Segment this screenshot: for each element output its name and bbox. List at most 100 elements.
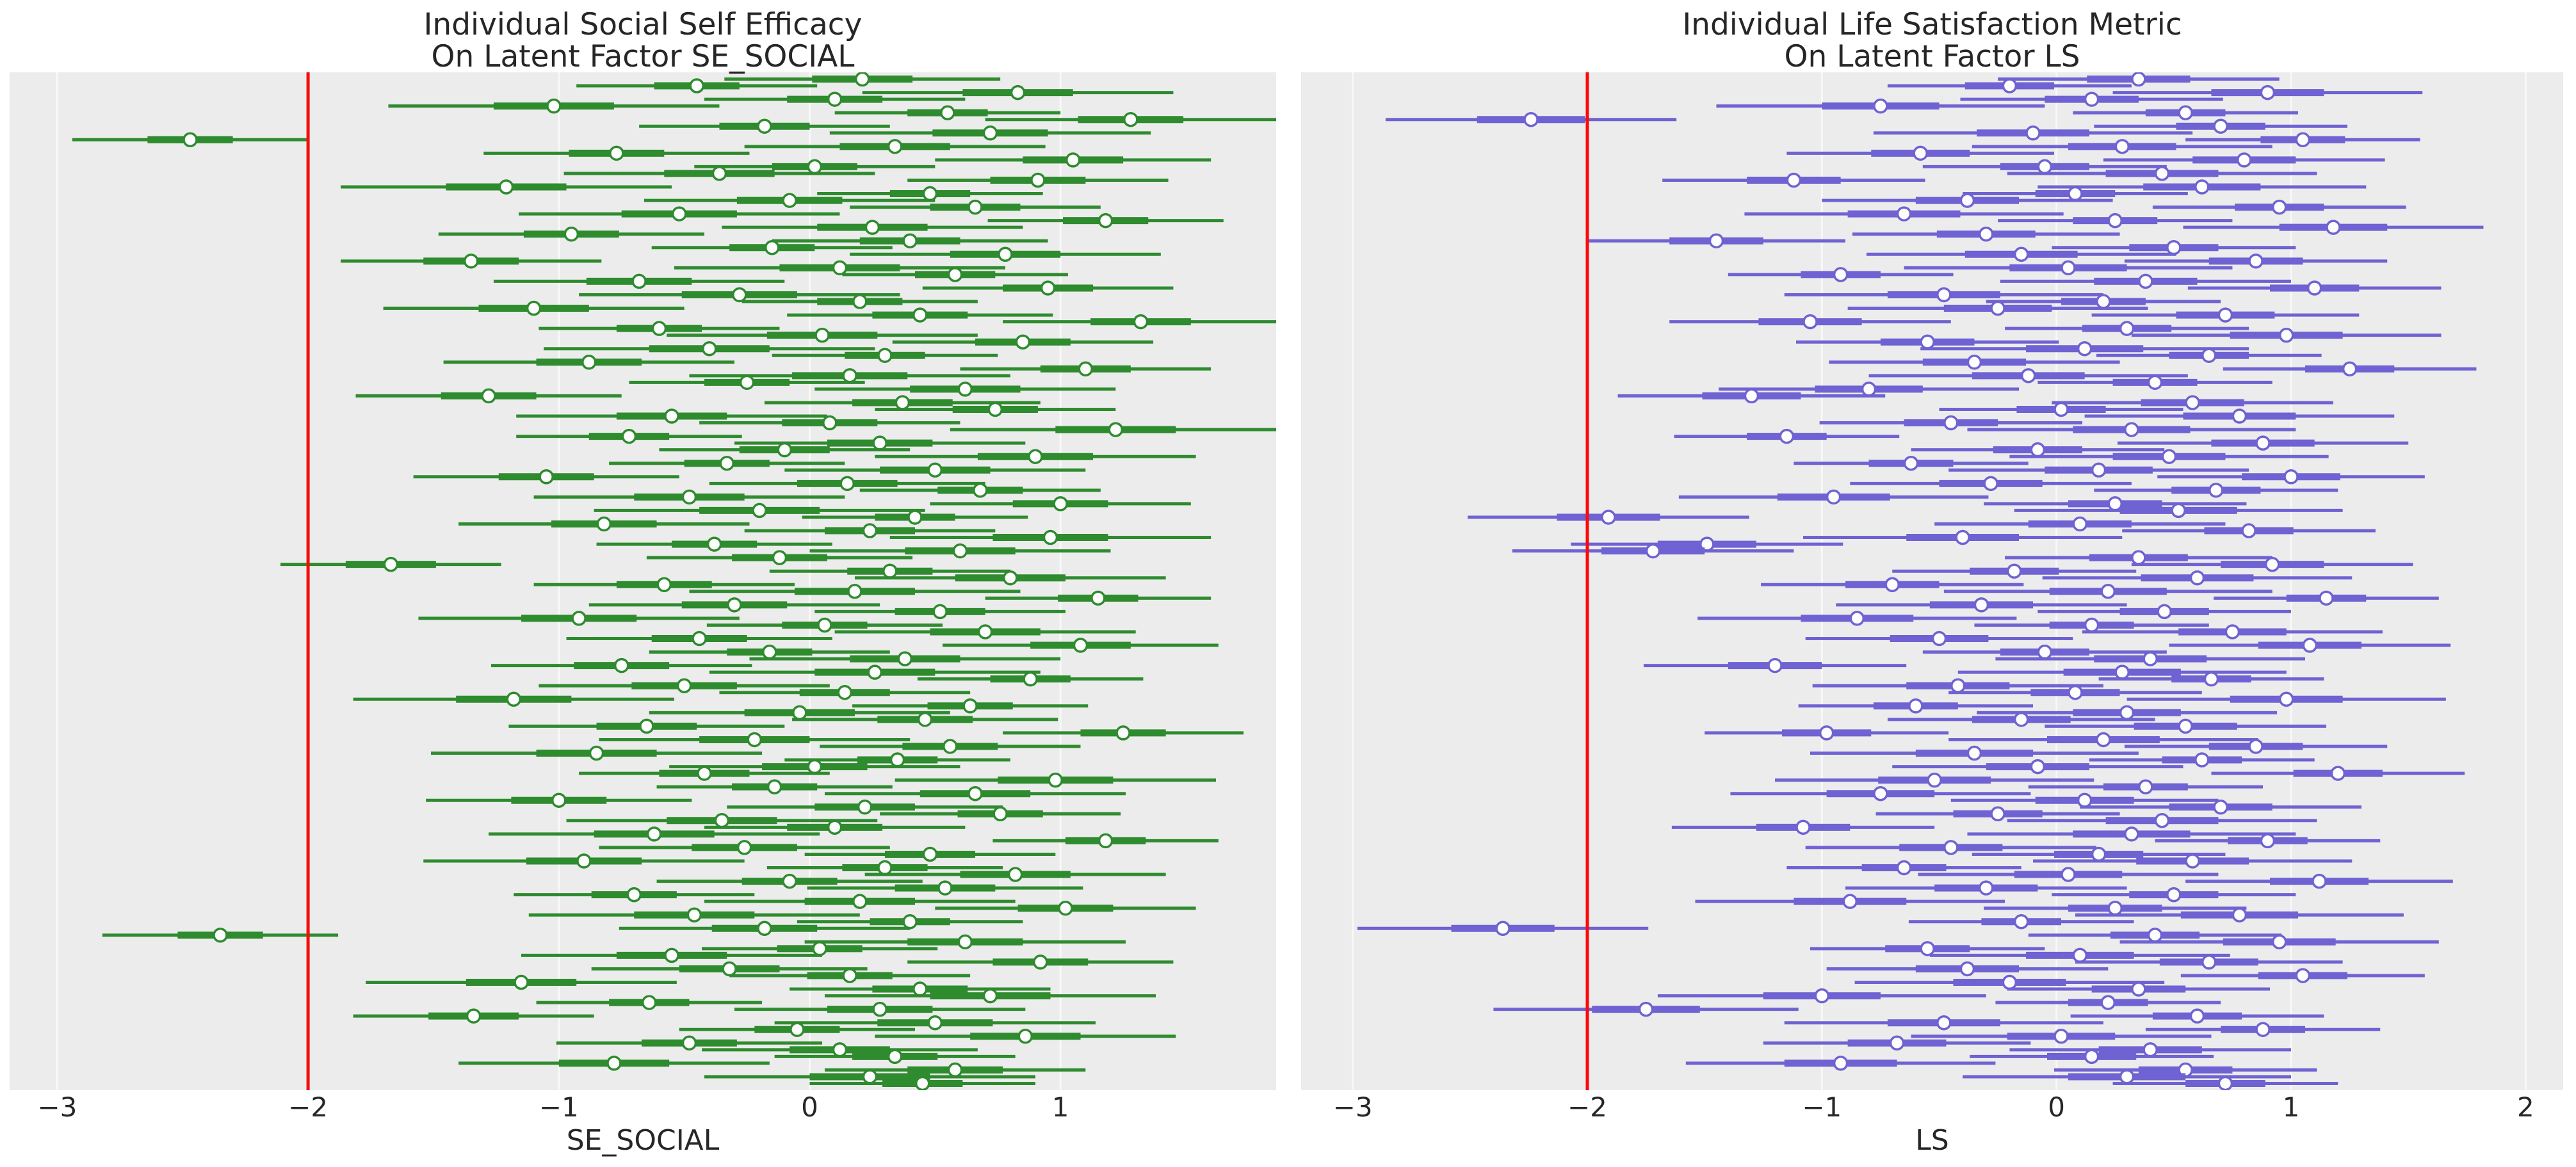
median-marker: [968, 199, 983, 215]
median-marker: [1833, 267, 1849, 282]
interval-row: [1662, 172, 1925, 188]
interval-row: [1803, 529, 2123, 545]
median-marker: [2278, 691, 2294, 707]
interval-row: [824, 988, 1156, 1004]
interval-row: [817, 186, 1043, 202]
interval-row: [820, 739, 1081, 754]
median-marker: [576, 853, 592, 869]
interval-row: [1705, 725, 1949, 741]
interval-row: [1972, 139, 2272, 154]
interval-row: [749, 651, 1061, 666]
interval-row: [814, 604, 1065, 620]
median-marker: [642, 995, 657, 1010]
median-marker: [1873, 98, 1888, 114]
interval-row: [1784, 287, 2103, 303]
median-marker: [2157, 604, 2172, 620]
interval-row: [704, 1069, 1035, 1084]
median-marker: [606, 1056, 622, 1071]
interval-row: [521, 947, 823, 963]
median-marker: [2131, 981, 2146, 997]
median-marker: [719, 455, 734, 471]
interval-row: [907, 954, 1174, 970]
median-marker: [1023, 671, 1038, 687]
interval-row: [1678, 489, 1989, 505]
interval-row: [1995, 995, 2221, 1010]
interval-row: [1939, 401, 2183, 417]
interval-row: [787, 307, 1053, 323]
interval-row: [744, 139, 1046, 154]
median-marker: [2030, 442, 2046, 458]
interval-row: [1911, 1029, 2212, 1044]
interval-row: [1798, 698, 2034, 714]
interval-row: [2185, 132, 2420, 148]
interval-row: [1775, 772, 2094, 788]
median-marker: [1979, 226, 1994, 242]
interval-row: [727, 799, 1003, 815]
median-marker: [2030, 759, 2046, 775]
interval-row: [1357, 921, 1649, 937]
interval-row: [1571, 536, 1843, 552]
median-marker: [912, 307, 928, 323]
median-marker: [895, 395, 911, 410]
median-marker: [992, 806, 1008, 822]
interval-row: [2131, 556, 2413, 572]
median-marker: [857, 799, 873, 815]
interval-row: [702, 1042, 978, 1058]
interval-row: [1829, 355, 2120, 370]
interval-row: [438, 226, 704, 242]
median-marker: [1826, 489, 1842, 505]
interval-row: [519, 206, 840, 221]
median-marker: [581, 355, 597, 370]
median-marker: [1030, 172, 1046, 188]
interval-row: [2000, 273, 2292, 289]
median-marker: [2201, 954, 2217, 970]
interval-row: [2180, 968, 2425, 983]
median-marker: [2255, 1022, 2271, 1037]
interval-row: [544, 341, 875, 357]
median-marker: [839, 476, 855, 492]
median-marker: [2091, 846, 2107, 862]
median-marker: [1078, 361, 1094, 377]
interval-row: [1728, 267, 1954, 282]
interval-row: [1822, 193, 2113, 208]
interval-row: [609, 455, 845, 471]
interval-row: [2169, 638, 2451, 653]
interval-row: [2214, 590, 2439, 606]
median-marker: [2189, 570, 2205, 586]
interval-row: [1697, 611, 2017, 626]
median-marker: [2283, 469, 2299, 485]
interval-row: [2080, 799, 2361, 815]
interval-row: [1719, 382, 2020, 397]
median-marker: [514, 974, 529, 990]
interval-row: [1796, 334, 2059, 350]
interval-row: [1943, 584, 2272, 599]
interval-row: [599, 732, 911, 748]
interval-row: [741, 294, 978, 309]
median-marker: [2326, 220, 2341, 235]
interval-row: [2007, 166, 2317, 181]
interval-row: [1671, 819, 1935, 835]
interval-row: [576, 78, 818, 93]
interval-row: [1657, 988, 1986, 1004]
median-marker: [932, 604, 948, 620]
median-marker: [1936, 287, 1952, 303]
interval-row: [491, 657, 752, 673]
median-marker: [2107, 213, 2123, 229]
median-marker: [1936, 1015, 1952, 1031]
median-marker: [1955, 529, 1970, 545]
interval-row: [649, 644, 890, 660]
median-marker: [2072, 516, 2088, 532]
median-marker: [922, 846, 938, 862]
median-marker: [852, 894, 868, 909]
median-marker: [2260, 833, 2276, 849]
median-marker: [927, 1015, 943, 1031]
median-marker: [2260, 85, 2276, 101]
median-marker: [837, 684, 853, 700]
interval-row: [2042, 570, 2353, 586]
median-marker: [1645, 543, 1661, 559]
interval-row: [862, 85, 1174, 101]
median-marker: [722, 961, 737, 977]
median-marker: [1065, 152, 1081, 168]
x-tick-label: 0: [801, 1091, 818, 1123]
median-marker: [1884, 577, 1900, 593]
